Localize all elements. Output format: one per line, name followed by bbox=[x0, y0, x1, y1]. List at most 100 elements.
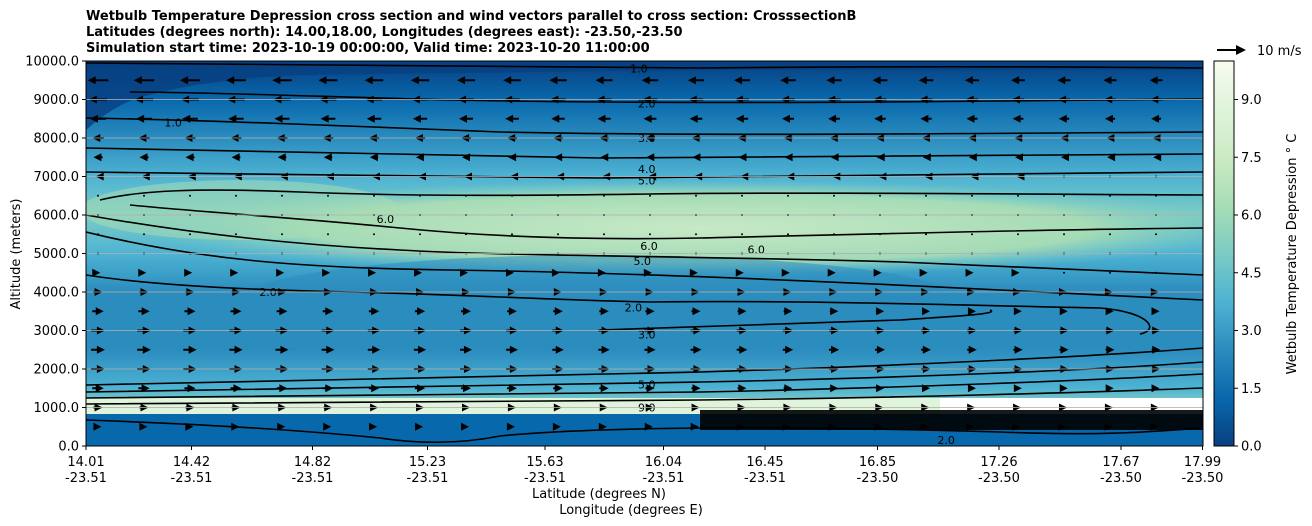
wind-vector-head bbox=[689, 268, 698, 277]
wind-vector bbox=[235, 233, 237, 236]
wind-vector-head bbox=[738, 307, 747, 316]
wind-vector bbox=[419, 233, 421, 236]
wind-vector bbox=[276, 384, 288, 393]
wind-vector-head bbox=[1012, 422, 1021, 431]
wind-vector-head bbox=[187, 384, 196, 393]
x-axis-label-longitude: Longitude (degrees E) bbox=[559, 503, 703, 518]
wind-vector bbox=[873, 268, 882, 277]
wind-vector-dot bbox=[695, 233, 697, 236]
wind-vector bbox=[373, 233, 375, 236]
wind-vector bbox=[368, 268, 377, 277]
wind-vector-dot bbox=[419, 194, 421, 197]
wind-vector-head bbox=[689, 114, 698, 123]
wind-vector bbox=[414, 268, 423, 277]
wind-vector-head bbox=[505, 268, 514, 277]
wind-vector-head bbox=[967, 307, 976, 316]
wind-vector-head bbox=[322, 268, 331, 277]
wind-vector bbox=[920, 114, 932, 123]
wind-vector bbox=[875, 384, 885, 393]
wind-vector-head bbox=[415, 422, 424, 431]
colorbar-scale bbox=[1213, 60, 1235, 447]
wind-vector bbox=[1059, 345, 1069, 354]
wind-vector-head bbox=[141, 307, 150, 316]
wind-vector-head bbox=[1151, 307, 1160, 316]
wind-vector-head bbox=[230, 268, 239, 277]
x-tick-label-lon: -23.51 bbox=[171, 471, 213, 486]
wind-vector-head bbox=[96, 345, 105, 354]
wind-vector-dot bbox=[925, 233, 927, 236]
wind-vector-head bbox=[693, 345, 702, 354]
wind-vector bbox=[414, 384, 426, 393]
wind-vector-head bbox=[279, 384, 288, 393]
wind-vector-head bbox=[554, 384, 563, 393]
wind-vector bbox=[1017, 233, 1019, 236]
wind-vector bbox=[1059, 307, 1068, 316]
wind-vector-head bbox=[738, 153, 747, 162]
wind-vector bbox=[511, 233, 513, 236]
x-tick-label-lon: -23.50 bbox=[978, 471, 1020, 486]
wind-vector-head bbox=[463, 345, 472, 354]
wind-vector bbox=[189, 233, 191, 236]
x-tick-label-lat: 15.63 bbox=[526, 455, 563, 470]
wind-vector-head bbox=[187, 307, 196, 316]
wind-vector-head bbox=[828, 114, 837, 123]
wind-vector bbox=[787, 233, 789, 236]
wind-vector-head bbox=[320, 114, 329, 123]
y-tick-label: 7000.0 bbox=[34, 170, 80, 185]
wind-vector-dot bbox=[281, 194, 283, 197]
wind-vector bbox=[1151, 114, 1161, 123]
wind-vector-dot bbox=[695, 194, 697, 197]
wind-vector bbox=[876, 153, 885, 162]
wind-vector bbox=[413, 345, 427, 354]
wind-vector-head bbox=[965, 268, 974, 277]
wind-vector bbox=[461, 307, 471, 316]
wind-vector bbox=[826, 76, 842, 85]
wind-vector bbox=[552, 345, 564, 354]
wind-vector-dot bbox=[97, 194, 99, 197]
wind-vector bbox=[1013, 384, 1022, 393]
wind-vector-head bbox=[641, 76, 650, 85]
wind-vector bbox=[554, 153, 563, 162]
wind-vector-head bbox=[1103, 76, 1112, 85]
wind-vector-head bbox=[734, 76, 743, 85]
wind-vector-head bbox=[782, 422, 791, 431]
wind-vector-head bbox=[1057, 76, 1066, 85]
chart-title-line-3: Simulation start time: 2023-10-19 00:00:… bbox=[86, 41, 650, 56]
wind-vector bbox=[1063, 271, 1065, 274]
wind-vector bbox=[228, 114, 244, 123]
wind-vector-head bbox=[876, 307, 885, 316]
wind-vector bbox=[92, 384, 104, 393]
contour-label: 2.0 bbox=[937, 434, 955, 447]
surface-contour-cluster bbox=[700, 410, 1203, 430]
wind-vector-head bbox=[736, 422, 745, 431]
wind-vector-head bbox=[735, 114, 744, 123]
wind-vector bbox=[1059, 384, 1068, 393]
colorbar-tick-label: 9.0 bbox=[1241, 93, 1262, 108]
wind-vector bbox=[643, 268, 652, 277]
wind-vector-head bbox=[1058, 422, 1067, 431]
wind-vector-head bbox=[95, 384, 104, 393]
wind-vector-dot bbox=[1155, 233, 1157, 236]
wind-vector bbox=[784, 153, 793, 162]
wind-vector-dot bbox=[143, 233, 145, 236]
wind-vector bbox=[597, 114, 611, 123]
wind-vector-head bbox=[318, 76, 327, 85]
wind-vector bbox=[143, 233, 145, 236]
wind-vector-dot bbox=[879, 194, 881, 197]
wind-vector bbox=[646, 153, 655, 162]
wind-vector bbox=[1155, 271, 1157, 274]
wind-vector-dot bbox=[1063, 233, 1065, 236]
wind-vector-head bbox=[646, 307, 655, 316]
y-tick-label: 4000.0 bbox=[34, 286, 80, 301]
wind-vector bbox=[687, 76, 705, 85]
wind-vector-head bbox=[95, 307, 104, 316]
wind-vector-head bbox=[185, 153, 194, 162]
wind-vector-head bbox=[417, 384, 426, 393]
wind-vector bbox=[97, 194, 99, 197]
wind-vector bbox=[695, 194, 697, 197]
wind-vector-head bbox=[1014, 153, 1023, 162]
wind-vector-head bbox=[231, 422, 240, 431]
wind-vector bbox=[460, 422, 469, 431]
wind-vector bbox=[1014, 153, 1023, 162]
